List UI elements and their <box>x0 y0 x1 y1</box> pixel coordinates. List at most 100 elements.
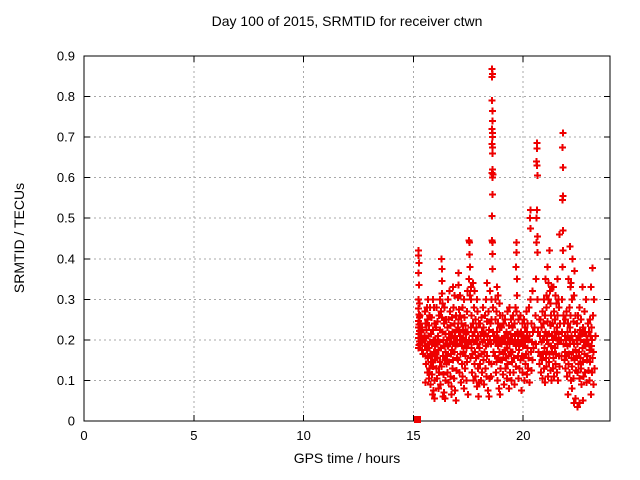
data-point <box>524 336 532 344</box>
data-point <box>528 366 536 374</box>
data-point <box>559 129 567 137</box>
data-point <box>572 395 580 403</box>
x-tick-label: 0 <box>80 428 87 443</box>
data-point <box>537 368 545 376</box>
data-point <box>496 391 504 399</box>
data-point <box>488 117 496 125</box>
data-point <box>451 387 459 395</box>
data-point <box>492 338 500 346</box>
data-point <box>523 328 531 336</box>
data-point <box>440 389 448 397</box>
data-point <box>418 324 426 332</box>
data-point <box>555 303 563 311</box>
data-point <box>531 312 539 320</box>
data-point <box>500 332 508 340</box>
data-point <box>512 342 520 350</box>
data-point <box>424 316 432 324</box>
data-point <box>537 316 545 324</box>
data-point <box>470 303 478 311</box>
data-point <box>540 295 548 303</box>
data-point <box>546 287 554 295</box>
data-point <box>434 385 442 393</box>
data-point <box>541 312 549 320</box>
data-point <box>488 133 496 141</box>
data-point <box>449 283 457 291</box>
data-point <box>485 308 493 315</box>
x-tick-labels: 0 5 10 15 20 <box>80 428 530 443</box>
data-point <box>588 368 596 376</box>
data-point <box>469 279 477 287</box>
data-point <box>547 312 555 320</box>
data-point <box>576 374 584 382</box>
data-point <box>591 364 599 372</box>
data-point <box>544 372 552 380</box>
data-point <box>553 324 561 332</box>
data-point <box>577 316 585 324</box>
data-point <box>455 281 463 289</box>
data-point <box>498 312 506 320</box>
data-point <box>499 350 507 358</box>
data-point <box>511 381 519 388</box>
data-point <box>521 360 529 368</box>
data-point <box>575 399 583 407</box>
data-point <box>484 387 492 395</box>
data-point <box>559 247 567 255</box>
data-point <box>504 360 512 368</box>
data-point <box>510 338 518 346</box>
data-point <box>422 360 430 368</box>
data-point <box>509 312 517 320</box>
data-point <box>545 247 553 255</box>
data-point <box>516 312 524 320</box>
data-point <box>577 364 585 372</box>
data-point <box>459 372 467 380</box>
data-point <box>425 344 433 352</box>
data-point <box>503 344 511 352</box>
data-point <box>505 322 513 330</box>
data-point <box>579 358 587 366</box>
data-point <box>457 320 465 328</box>
data-point <box>459 326 467 334</box>
data-point <box>454 324 462 332</box>
data-point <box>578 381 586 388</box>
data-point <box>428 370 436 378</box>
data-point <box>522 308 530 315</box>
data-point <box>481 364 489 372</box>
data-point <box>471 316 479 324</box>
data-point <box>561 332 569 340</box>
data-point <box>415 299 423 307</box>
data-point <box>589 381 597 388</box>
data-point <box>456 291 464 299</box>
data-point <box>538 324 546 332</box>
data-point <box>479 303 487 311</box>
data-point <box>438 265 446 273</box>
data-point <box>441 395 449 403</box>
data-point <box>516 364 524 372</box>
data-point <box>444 295 452 303</box>
data-point <box>414 269 422 277</box>
data-point <box>551 344 559 352</box>
data-point <box>466 239 474 247</box>
data-point <box>449 328 457 336</box>
data-point <box>459 348 467 356</box>
data-point <box>432 324 440 332</box>
data-point <box>586 316 594 324</box>
data-point <box>573 403 581 411</box>
data-point <box>473 383 481 391</box>
data-point <box>545 358 553 366</box>
data-point <box>519 368 527 376</box>
data-point <box>513 308 521 315</box>
x-tick-label: 5 <box>190 428 197 443</box>
data-point <box>559 164 567 172</box>
data-point <box>449 364 457 372</box>
data-point <box>525 378 533 386</box>
data-point <box>474 393 482 401</box>
data-point <box>589 312 597 320</box>
data-point <box>570 267 578 275</box>
data-point <box>517 328 525 336</box>
data-point <box>488 149 496 157</box>
data-point <box>467 344 475 352</box>
y-tick-labels: 0 0.1 0.2 0.3 0.4 0.5 0.6 0.7 0.8 0.9 <box>57 49 75 429</box>
data-point <box>481 312 489 320</box>
data-point <box>447 334 455 342</box>
data-point <box>533 206 541 214</box>
